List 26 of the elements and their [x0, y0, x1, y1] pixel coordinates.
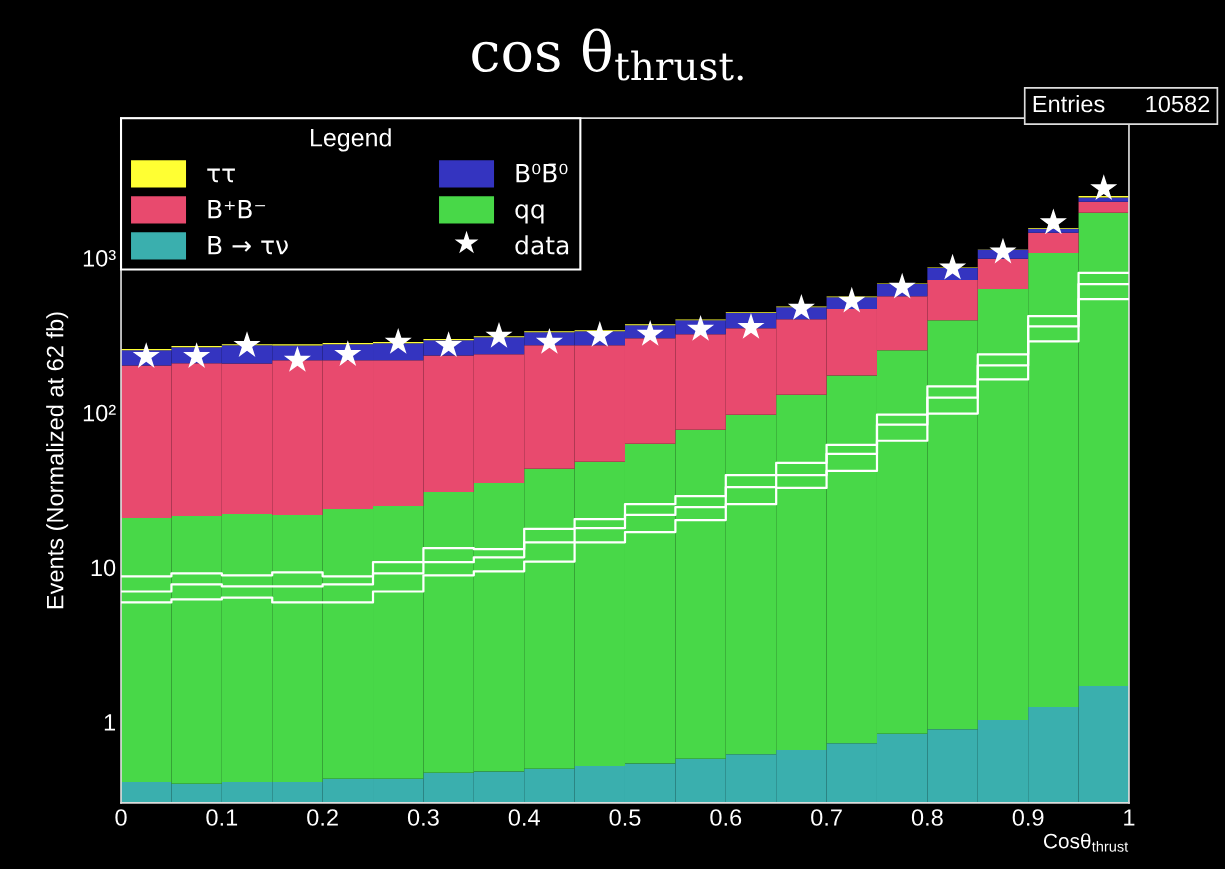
legend-label: ττ: [207, 168, 235, 183]
legend-title: Legend: [311, 128, 391, 152]
x-tick-label: 0.8: [911, 809, 943, 826]
x-tick-label: 0.9: [1012, 809, 1044, 826]
y-tick-label: 1: [104, 714, 116, 731]
x-tick-label: 1: [1124, 809, 1135, 826]
text: Entries 10582: [1033, 95, 1210, 113]
chart-title: cos θ$_{thrust.}$: [472, 28, 743, 81]
legend-label: data: [515, 235, 569, 255]
x-tick-label: 0.4: [508, 809, 540, 826]
y-tick-label: 10: [91, 559, 116, 577]
x-tick-label: 0.1: [206, 809, 238, 826]
x-tick-label: 0.6: [710, 809, 742, 826]
legend-label: qq: [515, 204, 544, 224]
x-tick-label: 0: [115, 809, 127, 826]
y-axis-title: Events (Normalized at 62 fb): [46, 312, 69, 609]
x-tick-label: 0.3: [407, 809, 439, 826]
x-tick-label: 0.7: [811, 809, 842, 826]
legend-label: B → τν: [208, 236, 288, 255]
y-tick-label: 10³: [83, 249, 116, 267]
x-axis-title: Cosθ$_{thrust}$: [1043, 833, 1129, 852]
x-tick-label: 0.2: [307, 809, 338, 826]
x-tick-label: 0.5: [609, 809, 641, 826]
legend-label: B⁺B⁻: [208, 200, 266, 219]
legend-label: B⁰B̄⁰: [516, 163, 568, 183]
y-tick-label: 10²: [83, 404, 116, 422]
